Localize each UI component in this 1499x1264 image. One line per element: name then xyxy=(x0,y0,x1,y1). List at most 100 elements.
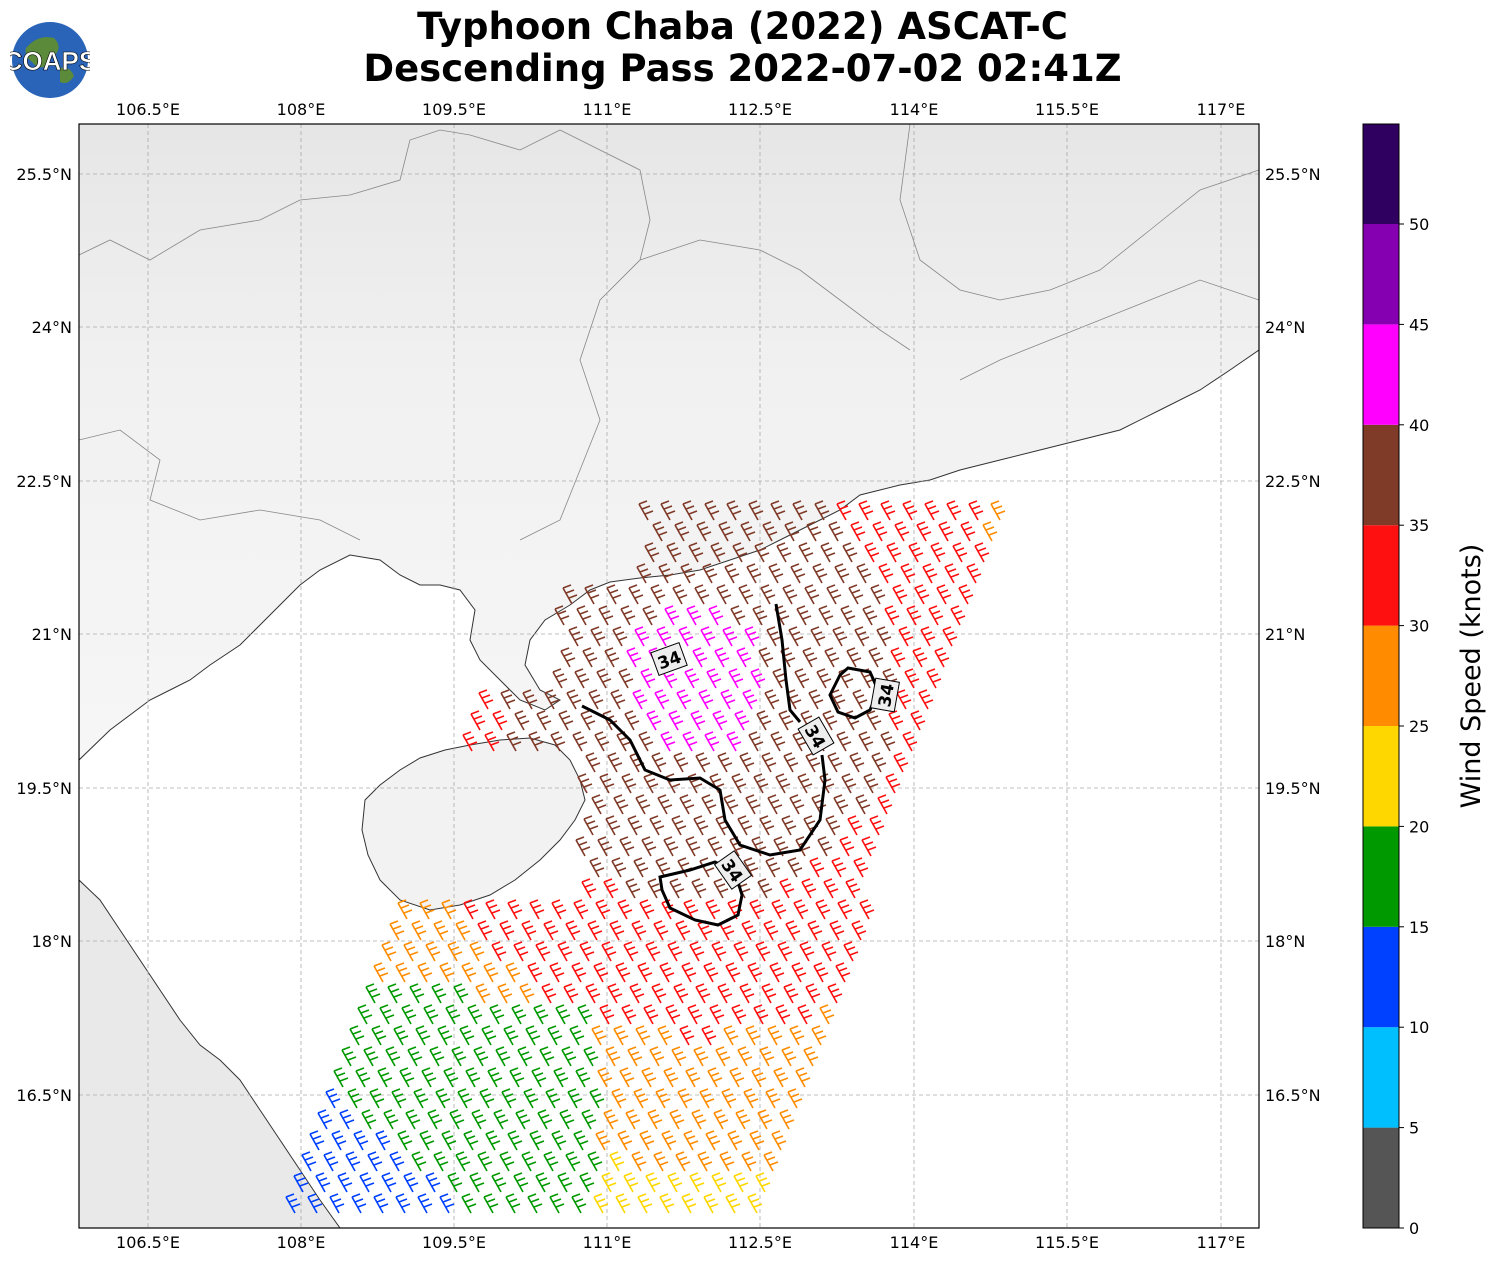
wind-barb xyxy=(777,941,793,962)
wind-barb xyxy=(367,1151,383,1172)
wind-barb xyxy=(513,1172,529,1193)
wind-barb xyxy=(834,563,850,584)
wind-barb xyxy=(599,773,615,794)
wind-barb xyxy=(719,1151,735,1172)
wind-barb xyxy=(577,773,593,794)
wind-barb xyxy=(893,752,909,773)
wind-barb xyxy=(680,563,696,584)
wind-barb xyxy=(593,1193,609,1214)
wind-barb xyxy=(654,689,670,710)
colorbar-segment xyxy=(1363,926,1399,1028)
wind-barb xyxy=(864,542,880,563)
wind-barb xyxy=(862,605,878,626)
wind-barb xyxy=(850,521,866,542)
lat-label-right: 21°N xyxy=(1265,625,1305,644)
wind-barb xyxy=(459,1025,475,1046)
wind-barb xyxy=(453,983,469,1004)
wind-barb xyxy=(423,1004,439,1025)
wind-barb xyxy=(621,773,637,794)
wind-barb xyxy=(820,542,836,563)
wind-barb xyxy=(587,920,603,941)
wind-barb xyxy=(803,1046,819,1067)
wind-barb xyxy=(651,752,667,773)
lon-label-bottom: 112.5°E xyxy=(728,1233,792,1252)
wind-barb xyxy=(451,1046,467,1067)
wind-barb xyxy=(782,584,798,605)
wind-barb xyxy=(810,626,826,647)
wind-barb xyxy=(623,1172,639,1193)
wind-barb xyxy=(571,1193,587,1214)
wind-barb xyxy=(574,668,590,689)
wind-barb xyxy=(926,668,942,689)
wind-barb xyxy=(605,1046,621,1067)
wind-barb xyxy=(717,752,733,773)
wind-barb xyxy=(721,1088,737,1109)
lat-label-right: 22.5°N xyxy=(1265,472,1321,491)
wind-barb xyxy=(722,626,738,647)
wind-barb xyxy=(751,1067,767,1088)
wind-barb xyxy=(650,584,666,605)
wind-barb xyxy=(429,1046,445,1067)
wind-barb xyxy=(397,1130,413,1151)
wind-barb xyxy=(888,710,904,731)
wind-barb xyxy=(353,1130,369,1151)
wind-barb xyxy=(598,605,614,626)
wind-barb xyxy=(710,542,726,563)
wind-barb xyxy=(433,920,449,941)
wind-barb xyxy=(801,878,817,899)
hainan-island xyxy=(361,737,586,911)
wind-barb xyxy=(552,668,568,689)
wind-barb xyxy=(675,920,691,941)
wind-barb xyxy=(689,941,705,962)
wind-barb xyxy=(669,878,685,899)
wind-barb xyxy=(371,1025,387,1046)
wind-barb xyxy=(620,605,636,626)
wind-barb xyxy=(763,920,779,941)
wind-barb xyxy=(355,1067,371,1088)
wind-barb xyxy=(521,1151,537,1172)
wind-barb xyxy=(811,1025,827,1046)
map-area: 34 34 34 34 xyxy=(79,124,1259,1228)
wind-barb xyxy=(629,752,645,773)
wind-barb xyxy=(543,920,559,941)
wind-barb xyxy=(610,689,626,710)
lat-label-left: 21°N xyxy=(32,625,72,644)
wind-barb xyxy=(712,710,728,731)
wind-barb xyxy=(403,941,419,962)
wind-barb xyxy=(846,647,862,668)
wind-barb xyxy=(858,500,874,521)
wind-barb xyxy=(551,1130,567,1151)
wind-barb xyxy=(549,1193,565,1214)
wind-barb xyxy=(765,1088,781,1109)
wind-barb xyxy=(421,1067,437,1088)
wind-barb xyxy=(789,1025,805,1046)
wind-barb xyxy=(693,815,709,836)
wind-barb xyxy=(435,1088,451,1109)
wind-barb xyxy=(780,647,796,668)
wind-barb xyxy=(604,647,620,668)
lon-label-bottom: 117°E xyxy=(1197,1233,1246,1252)
wind-barb xyxy=(678,626,694,647)
colorbar-segment xyxy=(1363,1127,1399,1228)
wind-barb xyxy=(755,1172,771,1193)
wind-barb xyxy=(647,1109,663,1130)
wind-barb xyxy=(775,1004,791,1025)
wind-barb xyxy=(694,584,710,605)
wind-barb xyxy=(576,605,592,626)
wind-barb xyxy=(679,1025,695,1046)
wind-barb xyxy=(660,500,676,521)
wind-barb xyxy=(558,710,574,731)
wind-barb xyxy=(484,731,500,752)
colorbar-tick-label: 0 xyxy=(1409,1219,1419,1238)
wind-barb xyxy=(599,1004,615,1025)
wind-barb xyxy=(439,962,455,983)
wind-barb xyxy=(397,899,413,920)
lon-label-bottom: 115.5°E xyxy=(1035,1233,1099,1252)
wind-barb xyxy=(395,1193,411,1214)
wind-barb xyxy=(666,542,682,563)
wind-barb xyxy=(681,962,697,983)
wind-barb xyxy=(389,1151,405,1172)
wind-barb xyxy=(581,878,597,899)
lat-labels-right: 25.5°N 24°N 22.5°N 21°N 19.5°N 18°N 16.5… xyxy=(1265,165,1321,1105)
wind-barb xyxy=(739,752,755,773)
